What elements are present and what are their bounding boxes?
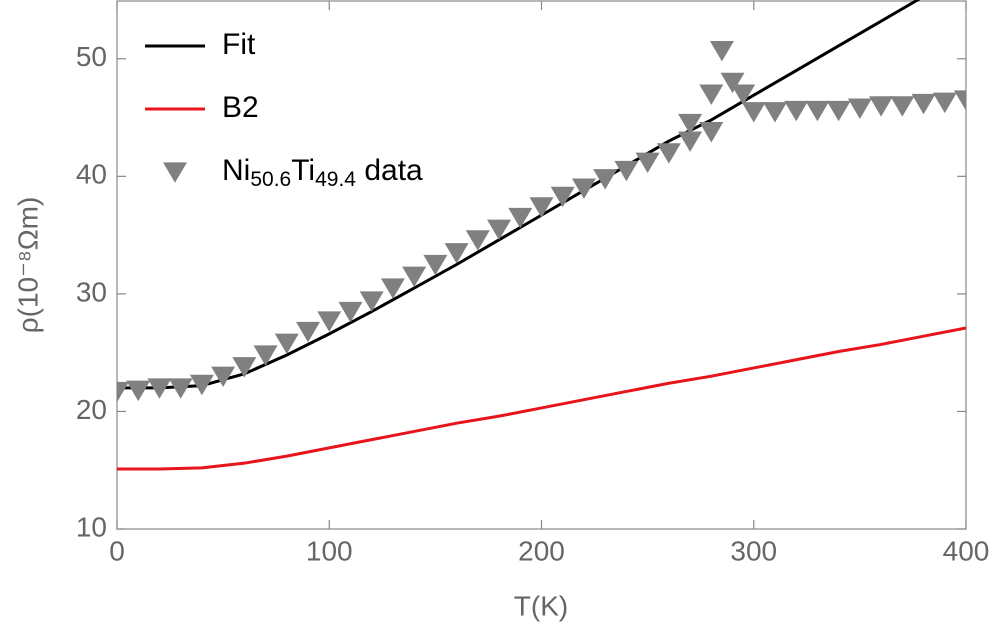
y-tick-label: 10 — [76, 511, 107, 542]
line-series — [117, 326, 966, 471]
plot-frame — [116, 0, 967, 530]
data-point — [338, 301, 363, 323]
data-point — [699, 84, 724, 105]
legend-label: B2 — [222, 91, 259, 124]
data-point — [402, 266, 427, 288]
data-point — [709, 40, 734, 62]
data-point — [847, 98, 872, 119]
y-tick-label: 20 — [76, 394, 107, 425]
data-point — [635, 152, 660, 174]
data-point — [529, 197, 554, 218]
data-point — [117, 381, 129, 403]
x-tick-label: 100 — [306, 535, 353, 566]
x-tick-label: 400 — [943, 535, 990, 566]
data-point — [678, 131, 703, 152]
legend-label: Ni50.6Ti49.4 data — [222, 154, 423, 191]
data-point — [678, 113, 703, 135]
data-point — [487, 219, 512, 241]
data-point — [954, 90, 966, 111]
data-point — [359, 291, 384, 312]
x-tick-label: 300 — [730, 535, 777, 566]
data-point — [869, 96, 894, 117]
data-point — [253, 345, 278, 366]
legend-marker — [163, 162, 187, 183]
data-point — [762, 102, 787, 123]
data-point — [720, 72, 745, 94]
data-point — [593, 169, 618, 190]
x-tick-label: 0 — [109, 535, 125, 566]
data-point — [805, 100, 830, 122]
data-point — [147, 378, 172, 399]
data-point — [508, 207, 533, 229]
y-axis-label: ρ(10⁻⁸Ωm) — [12, 197, 43, 334]
legend-label: Fit — [222, 28, 256, 61]
data-point — [699, 122, 724, 143]
plot-area — [117, 0, 966, 471]
y-tick-label: 50 — [76, 41, 107, 72]
data-point — [317, 311, 342, 332]
data-point — [731, 84, 756, 105]
data-point — [296, 321, 321, 343]
data-point — [614, 160, 639, 182]
y-tick-label: 40 — [76, 159, 107, 190]
data-point — [126, 380, 151, 402]
data-point — [571, 178, 596, 199]
data-point — [189, 374, 214, 396]
data-point — [911, 93, 936, 115]
data-point — [784, 100, 809, 122]
data-point — [423, 254, 448, 276]
data-point — [380, 278, 405, 299]
data-point — [465, 230, 490, 251]
x-axis-label: T(K) — [514, 590, 568, 621]
data-point — [741, 102, 766, 123]
data-point — [890, 96, 915, 117]
legend: Fit B2 Ni50.6Ti49.4 data — [145, 28, 423, 191]
data-point — [932, 92, 957, 114]
data-point — [274, 333, 299, 355]
data-point — [826, 100, 851, 122]
data-point — [656, 143, 681, 164]
data-point — [550, 186, 575, 208]
x-tick-label: 200 — [518, 535, 565, 566]
data-point — [444, 243, 469, 264]
data-point — [232, 357, 257, 378]
data-point — [168, 378, 193, 399]
y-tick-label: 30 — [76, 276, 107, 307]
data-point — [211, 366, 236, 387]
